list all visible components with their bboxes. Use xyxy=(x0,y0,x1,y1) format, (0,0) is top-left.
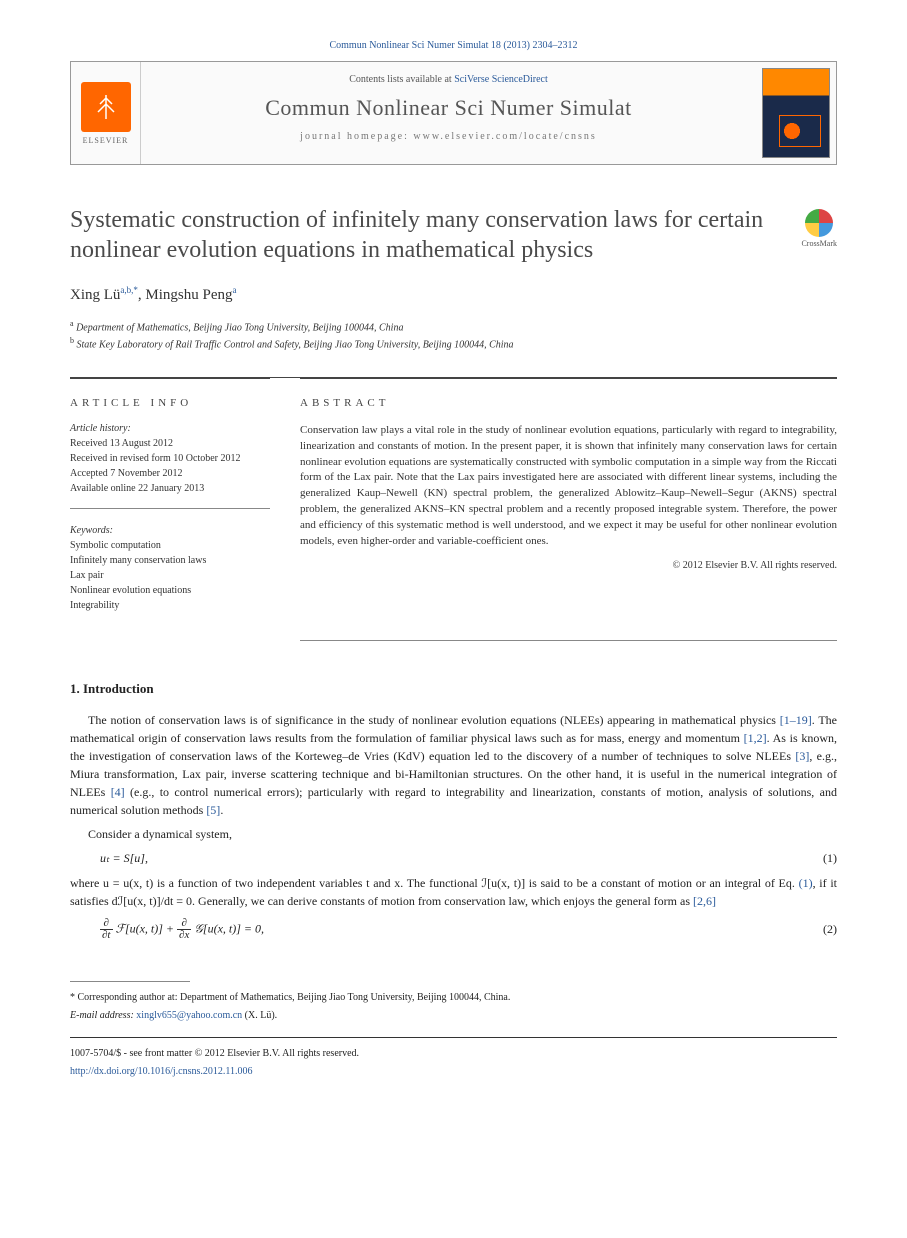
footnote-separator xyxy=(70,981,190,982)
affiliation-b: b State Key Laboratory of Rail Traffic C… xyxy=(70,335,837,352)
issn-line: 1007-5704/$ - see front matter © 2012 El… xyxy=(70,1046,837,1061)
journal-cover[interactable] xyxy=(756,62,836,164)
article-info-column: ARTICLE INFO Article history: Received 1… xyxy=(70,378,270,641)
crossmark-badge[interactable]: CrossMark xyxy=(801,209,837,248)
contents-line: Contents lists available at SciVerse Sci… xyxy=(151,74,746,85)
journal-reference: Commun Nonlinear Sci Numer Simulat 18 (2… xyxy=(70,40,837,51)
sciencedirect-link[interactable]: SciVerse ScienceDirect xyxy=(454,74,548,85)
abstract-heading: ABSTRACT xyxy=(300,397,837,409)
article-title: Systematic construction of infinitely ma… xyxy=(70,205,781,265)
abstract-column: ABSTRACT Conservation law plays a vital … xyxy=(300,378,837,641)
email-label: E-mail address: xyxy=(70,1010,136,1021)
intro-paragraph-2: Consider a dynamical system, xyxy=(70,825,837,843)
elsevier-label: ELSEVIER xyxy=(83,136,129,145)
equation-1: uₜ = S[u], xyxy=(100,851,823,866)
affiliation-a: a Department of Mathematics, Beijing Jia… xyxy=(70,318,837,335)
author-2: Mingshu Peng xyxy=(145,287,232,303)
author-1-affil: a,b,* xyxy=(120,285,138,295)
author-2-affil: a xyxy=(233,285,237,295)
abstract-text: Conservation law plays a vital role in t… xyxy=(300,423,837,551)
intro-paragraph-3: where u = u(x, t) is a function of two i… xyxy=(70,874,837,910)
keyword-3: Lax pair xyxy=(70,568,270,583)
keywords-block: Keywords: Symbolic computation Infinitel… xyxy=(70,525,270,625)
ref-3[interactable]: [3] xyxy=(795,749,809,763)
email-link[interactable]: xinglv655@yahoo.com.cn xyxy=(136,1010,242,1021)
ref-5[interactable]: [5] xyxy=(206,803,220,817)
equation-2: ∂∂t ℱ[u(x, t)] + ∂∂x 𝒢[u(x, t)] = 0, xyxy=(100,918,823,941)
section-1-heading: 1. Introduction xyxy=(70,681,837,697)
cover-image xyxy=(762,68,830,158)
keyword-2: Infinitely many conservation laws xyxy=(70,553,270,568)
elsevier-logo[interactable]: ELSEVIER xyxy=(71,62,141,164)
affiliations: a Department of Mathematics, Beijing Jia… xyxy=(70,318,837,353)
doi-line: http://dx.doi.org/10.1016/j.cnsns.2012.1… xyxy=(70,1064,837,1079)
ref-1-2[interactable]: [1,2] xyxy=(744,731,767,745)
ref-4[interactable]: [4] xyxy=(111,785,125,799)
journal-header: ELSEVIER Contents lists available at Sci… xyxy=(70,61,837,165)
homepage-line: journal homepage: www.elsevier.com/locat… xyxy=(151,131,746,142)
history-received: Received 13 August 2012 xyxy=(70,436,270,451)
email-footnote: E-mail address: xinglv655@yahoo.com.cn (… xyxy=(70,1008,837,1023)
history-online: Available online 22 January 2013 xyxy=(70,481,270,496)
homepage-prefix: journal homepage: xyxy=(300,131,413,142)
bottom-separator xyxy=(70,1037,837,1038)
corresponding-author-footnote: * Corresponding author at: Department of… xyxy=(70,990,837,1005)
author-1: Xing Lü xyxy=(70,287,120,303)
doi-link[interactable]: http://dx.doi.org/10.1016/j.cnsns.2012.1… xyxy=(70,1066,253,1077)
authors: Xing Lüa,b,*, Mingshu Penga xyxy=(70,285,837,304)
header-center: Contents lists available at SciVerse Sci… xyxy=(141,62,756,164)
intro-paragraph-1: The notion of conservation laws is of si… xyxy=(70,711,837,819)
article-history: Article history: Received 13 August 2012… xyxy=(70,423,270,509)
keyword-1: Symbolic computation xyxy=(70,538,270,553)
crossmark-icon xyxy=(805,209,833,237)
equation-1-row: uₜ = S[u], (1) xyxy=(100,851,837,866)
history-label: Article history: xyxy=(70,423,270,434)
article-info-heading: ARTICLE INFO xyxy=(70,397,270,409)
equation-1-number: (1) xyxy=(823,851,837,866)
history-revised: Received in revised form 10 October 2012 xyxy=(70,451,270,466)
keyword-4: Nonlinear evolution equations xyxy=(70,583,270,598)
ref-1-19[interactable]: [1–19] xyxy=(780,713,812,727)
contents-prefix: Contents lists available at xyxy=(349,74,454,85)
ref-2-6[interactable]: [2,6] xyxy=(693,894,716,908)
keywords-label: Keywords: xyxy=(70,525,270,536)
homepage-url[interactable]: www.elsevier.com/locate/cnsns xyxy=(413,131,596,142)
abstract-copyright: © 2012 Elsevier B.V. All rights reserved… xyxy=(300,560,837,571)
equation-2-number: (2) xyxy=(823,922,837,937)
eq-ref-1[interactable]: (1) xyxy=(799,876,813,890)
journal-name: Commun Nonlinear Sci Numer Simulat xyxy=(151,95,746,121)
email-suffix: (X. Lü). xyxy=(242,1010,277,1021)
keyword-5: Integrability xyxy=(70,598,270,613)
crossmark-label: CrossMark xyxy=(801,239,837,248)
elsevier-tree-icon xyxy=(81,82,131,132)
history-accepted: Accepted 7 November 2012 xyxy=(70,466,270,481)
equation-2-row: ∂∂t ℱ[u(x, t)] + ∂∂x 𝒢[u(x, t)] = 0, (2) xyxy=(100,918,837,941)
